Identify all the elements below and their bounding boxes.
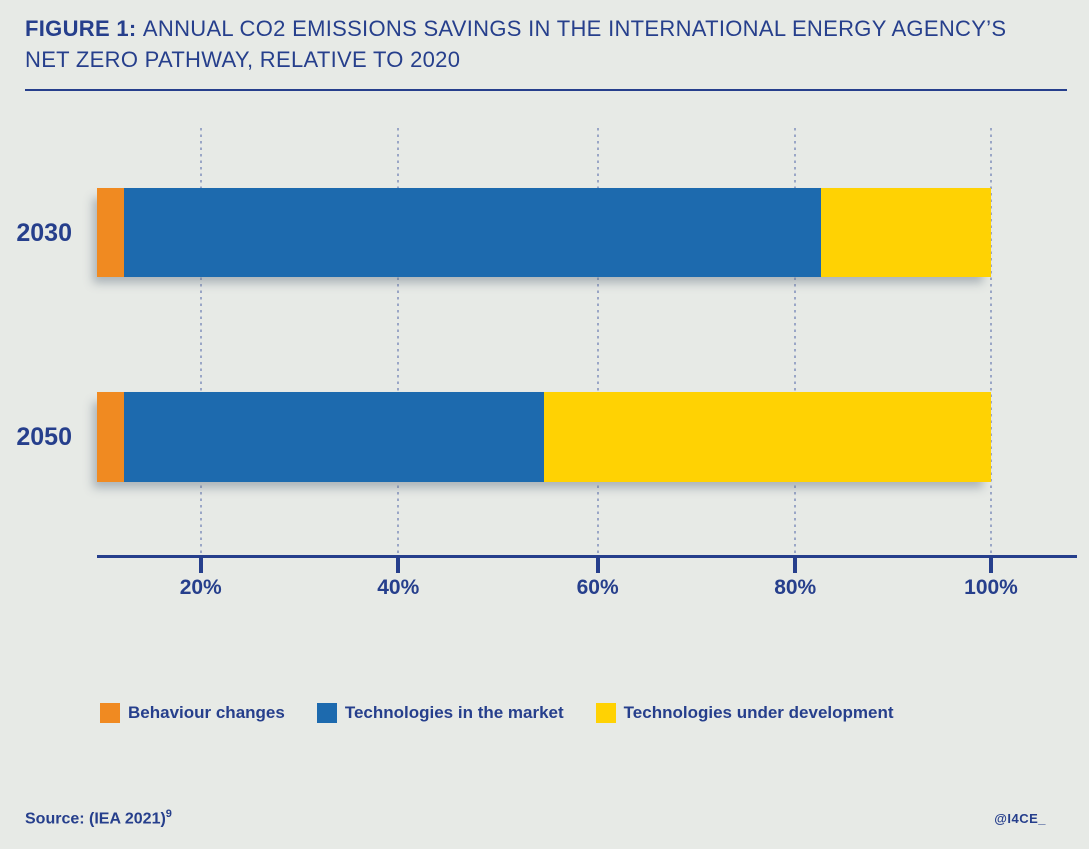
tick-label-100%: 100% — [964, 576, 1018, 599]
bar-2050-segment-technologies-under-development — [543, 392, 991, 482]
legend-swatch-icon — [316, 703, 337, 723]
tick-60% — [595, 557, 600, 573]
legend-item-behaviour-changes: Behaviour changes — [100, 703, 285, 723]
bar-2030-segment-technologies-under-development — [821, 188, 991, 277]
legend-swatch-icon — [100, 703, 120, 723]
chart-legend: Behaviour changes Technologies in the mar… — [100, 703, 894, 723]
tick-label-20%: 20% — [179, 576, 222, 599]
twitter-handle: @I4CE_ — [994, 811, 1046, 826]
figure-title-line1: ANNUAL CO2 EMISSIONS SAVINGS IN THE INTE… — [142, 16, 1007, 41]
bar-2050 — [97, 392, 991, 482]
source-note: Source: (IEA 2021)9 — [25, 808, 172, 828]
tick-label-60%: 60% — [576, 576, 619, 599]
gridline-20% — [199, 128, 202, 557]
tick-label-40%: 40% — [377, 576, 420, 599]
gridline-100% — [990, 128, 992, 557]
category-label-2030: 2030 — [16, 218, 72, 247]
figure-label: FIGURE 1: — [25, 16, 143, 41]
title-divider — [25, 89, 1067, 91]
x-axis-line — [97, 555, 1077, 558]
plot-area — [97, 128, 992, 557]
figure-title: FIGURE 1: ANNUAL CO2 EMISSIONS SAVINGS I… — [25, 13, 1070, 75]
source-text: Source: (IEA 2021) — [25, 810, 166, 828]
bar-2030-segment-technologies-in-the-market — [123, 188, 822, 277]
legend-swatch-icon — [595, 703, 616, 723]
bar-2050-segment-behaviour-changes — [97, 392, 124, 482]
bar-2030 — [97, 188, 991, 277]
gridline-60% — [596, 128, 599, 557]
legend-label: Technologies under development — [623, 703, 894, 722]
figure-title-line2: NET ZERO PATHWAY, RELATIVE TO 2020 — [25, 47, 461, 72]
tick-100% — [989, 557, 993, 573]
source-footnote-ref: 9 — [165, 808, 172, 820]
legend-item-technologies-in-the-market: Technologies in the market — [316, 703, 564, 723]
bar-2050-segment-technologies-in-the-market — [123, 392, 544, 482]
category-label-2050: 2050 — [16, 423, 72, 451]
legend-item-technologies-under-development: Technologies under development — [595, 703, 894, 723]
tick-label-80%: 80% — [774, 576, 817, 599]
tick-80% — [793, 557, 798, 573]
gridline-80% — [794, 128, 797, 557]
gridline-40% — [397, 128, 400, 557]
legend-label: Behaviour changes — [128, 703, 285, 722]
tick-40% — [396, 557, 401, 573]
legend-label: Technologies in the market — [344, 703, 564, 722]
bar-2030-segment-behaviour-changes — [97, 188, 124, 277]
tick-20% — [198, 557, 203, 573]
